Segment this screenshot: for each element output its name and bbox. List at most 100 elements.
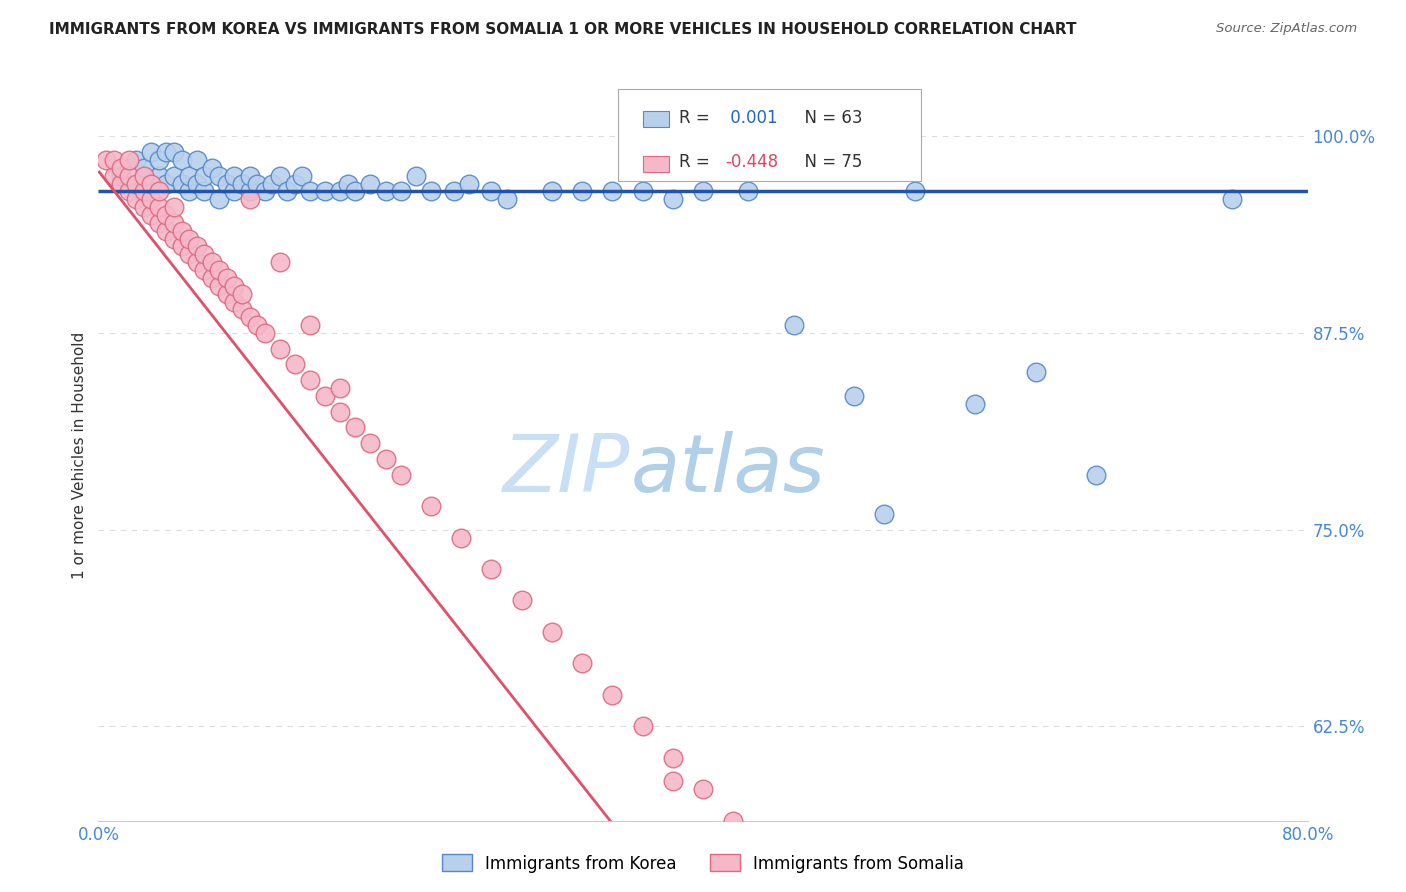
Point <box>208 192 231 206</box>
Point <box>148 153 170 167</box>
FancyBboxPatch shape <box>643 156 669 172</box>
Point <box>224 185 246 199</box>
Point <box>389 185 412 199</box>
Point <box>314 389 336 403</box>
Point <box>118 185 141 199</box>
Point <box>844 389 866 403</box>
Point <box>661 774 683 789</box>
Point <box>163 216 186 230</box>
Point <box>284 177 307 191</box>
Point <box>495 192 517 206</box>
Point <box>193 247 215 261</box>
Point <box>904 185 927 199</box>
Point <box>148 169 170 183</box>
Point <box>148 216 170 230</box>
Point <box>540 185 562 199</box>
Point <box>571 657 593 671</box>
Point <box>291 169 314 183</box>
Point <box>186 177 208 191</box>
Point <box>783 877 806 891</box>
FancyBboxPatch shape <box>619 89 921 180</box>
Point <box>170 153 193 167</box>
Text: IMMIGRANTS FROM KOREA VS IMMIGRANTS FROM SOMALIA 1 OR MORE VEHICLES IN HOUSEHOLD: IMMIGRANTS FROM KOREA VS IMMIGRANTS FROM… <box>49 22 1077 37</box>
Point <box>299 373 322 387</box>
Point <box>215 177 238 191</box>
Point <box>110 169 132 183</box>
Point <box>571 185 593 199</box>
Text: ZIP: ZIP <box>503 431 630 508</box>
Point <box>163 200 186 214</box>
Point <box>193 169 215 183</box>
Point <box>239 169 262 183</box>
Point <box>132 185 155 199</box>
Point <box>269 342 291 356</box>
Point <box>163 145 186 160</box>
Point <box>141 208 163 222</box>
Point <box>110 161 132 175</box>
Point <box>661 192 683 206</box>
Point <box>262 177 284 191</box>
Point <box>186 153 208 167</box>
Point <box>631 719 654 733</box>
Text: N = 63: N = 63 <box>793 109 862 127</box>
Point <box>201 271 224 285</box>
Point <box>360 436 382 450</box>
Point <box>179 185 201 199</box>
Point <box>246 177 269 191</box>
Point <box>170 239 193 253</box>
Point <box>329 405 352 419</box>
Point <box>443 185 465 199</box>
Point <box>360 177 382 191</box>
Point <box>224 294 246 309</box>
Point <box>201 161 224 175</box>
Point <box>405 169 427 183</box>
Point <box>141 145 163 160</box>
Point <box>163 232 186 246</box>
Point <box>329 185 352 199</box>
Point <box>253 185 276 199</box>
Point <box>284 358 307 372</box>
Point <box>783 318 806 333</box>
Point <box>631 185 654 199</box>
Point <box>1220 192 1243 206</box>
Point <box>231 177 253 191</box>
Point <box>1085 467 1108 482</box>
Point <box>179 232 201 246</box>
Point <box>450 531 472 545</box>
Point <box>125 192 148 206</box>
Point <box>737 185 759 199</box>
Point <box>253 326 276 340</box>
Point <box>186 255 208 269</box>
Text: N = 75: N = 75 <box>793 153 862 171</box>
Point <box>692 185 714 199</box>
Point <box>148 200 170 214</box>
Legend: Immigrants from Korea, Immigrants from Somalia: Immigrants from Korea, Immigrants from S… <box>434 847 972 880</box>
Text: atlas: atlas <box>630 431 825 508</box>
Text: 0.001: 0.001 <box>724 109 778 127</box>
Text: -0.448: -0.448 <box>724 153 778 171</box>
Point <box>208 278 231 293</box>
Point <box>224 278 246 293</box>
Point <box>965 397 987 411</box>
Point <box>457 177 479 191</box>
Point <box>246 318 269 333</box>
Point <box>269 169 291 183</box>
Point <box>344 420 367 434</box>
Text: R =: R = <box>679 153 714 171</box>
Point <box>215 271 238 285</box>
Point <box>344 185 367 199</box>
Point <box>389 467 412 482</box>
Point <box>374 185 396 199</box>
Point <box>602 185 624 199</box>
Point <box>752 845 775 859</box>
Point <box>269 255 291 269</box>
Point <box>215 286 238 301</box>
Point <box>201 255 224 269</box>
Point <box>420 185 443 199</box>
Point <box>94 153 117 167</box>
Point <box>132 161 155 175</box>
Point <box>179 247 201 261</box>
Point <box>155 177 177 191</box>
Point <box>141 192 163 206</box>
Point <box>132 200 155 214</box>
